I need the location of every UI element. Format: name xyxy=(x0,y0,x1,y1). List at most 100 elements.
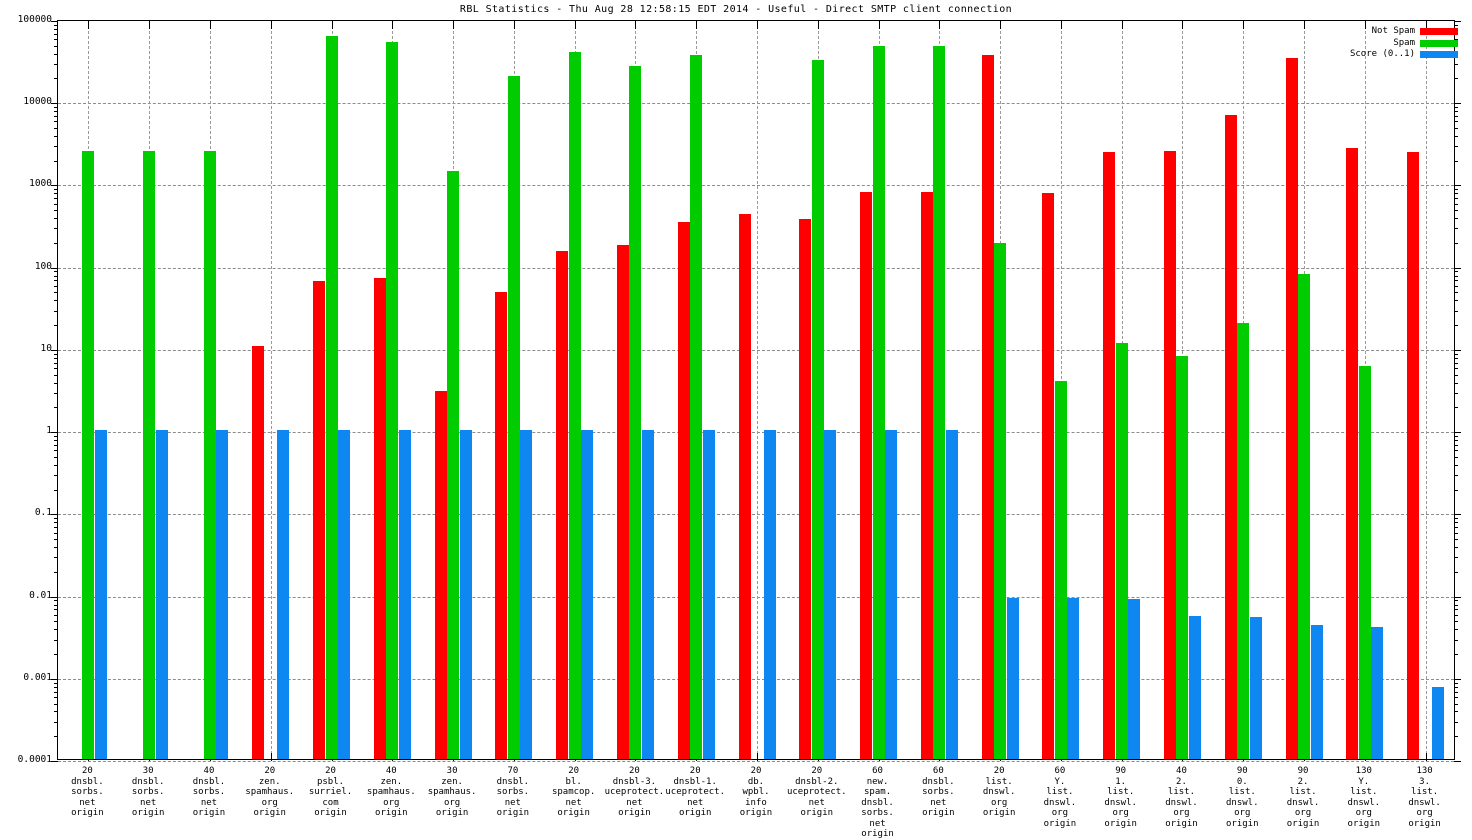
y-axis-minor-tick xyxy=(1454,280,1458,282)
gridline-horizontal xyxy=(58,432,1454,434)
y-axis-minor-tick xyxy=(54,53,58,55)
y-axis-minor-tick xyxy=(54,280,58,282)
y-axis-minor-tick xyxy=(1454,456,1458,458)
y-axis-tick xyxy=(1454,514,1461,516)
x-axis-tick xyxy=(879,21,880,29)
x-axis-tick-label: 40 2. list. dnswl. org origin xyxy=(1165,766,1198,829)
legend-swatch xyxy=(1420,39,1458,47)
y-axis-minor-tick xyxy=(54,285,58,287)
y-axis-minor-tick xyxy=(1454,285,1458,287)
y-axis-minor-tick xyxy=(1454,604,1458,606)
y-axis-minor-tick xyxy=(54,39,58,41)
gridline-horizontal xyxy=(58,761,1454,762)
bar-spam xyxy=(994,242,1007,759)
x-axis-tick-label: 20 bl. spamcop. net origin xyxy=(551,766,596,818)
x-axis-tick xyxy=(635,21,636,29)
bar-not-spam xyxy=(799,218,812,759)
y-axis-minor-tick xyxy=(54,518,58,520)
y-axis-minor-tick xyxy=(1454,518,1458,520)
gridline-vertical xyxy=(271,21,272,759)
x-axis-tick-label: 30 zen. spamhaus. org origin xyxy=(427,766,477,818)
bar-score xyxy=(94,430,107,759)
y-axis-minor-tick xyxy=(1454,691,1458,693)
y-axis-minor-tick xyxy=(1454,532,1458,534)
y-axis-minor-tick xyxy=(1454,600,1458,602)
y-axis-minor-tick xyxy=(54,271,58,273)
bar-spam xyxy=(629,65,642,759)
bar-score xyxy=(1067,597,1080,759)
x-axis-tick xyxy=(757,753,758,761)
y-axis-minor-tick xyxy=(54,111,58,113)
y-axis-tick xyxy=(51,103,58,105)
bar-score xyxy=(885,430,898,759)
y-axis-minor-tick xyxy=(1454,111,1458,113)
bar-score xyxy=(1128,599,1141,759)
y-axis-minor-tick xyxy=(54,78,58,80)
bar-spam xyxy=(507,76,520,759)
y-axis-minor-tick xyxy=(54,382,58,384)
y-axis-minor-tick xyxy=(54,604,58,606)
y-axis-minor-tick xyxy=(1454,703,1458,705)
y-axis-minor-tick xyxy=(1454,682,1458,684)
bar-score xyxy=(1249,616,1262,759)
bar-score xyxy=(1371,627,1384,759)
y-axis-minor-tick xyxy=(1454,115,1458,117)
x-axis-tick-label: 30 dnsbl. sorbs. net origin xyxy=(131,766,165,818)
y-axis-minor-tick xyxy=(1454,435,1458,437)
gridline-horizontal xyxy=(58,103,1454,105)
y-axis-minor-tick xyxy=(54,228,58,230)
y-axis-minor-tick xyxy=(1454,721,1458,723)
bar-spam xyxy=(82,150,95,759)
legend-item: Score (0..1) xyxy=(1350,49,1458,61)
legend-item: Spam xyxy=(1350,38,1458,50)
x-axis-tick-label: 40 dnsbl. sorbs. net origin xyxy=(192,766,226,818)
y-axis-minor-tick xyxy=(54,33,58,35)
bar-not-spam xyxy=(981,55,994,759)
y-axis-tick-label: 1000 xyxy=(29,178,52,190)
y-axis-tick xyxy=(1454,185,1461,187)
x-axis-tick xyxy=(1426,753,1427,761)
bar-score xyxy=(520,430,533,759)
x-axis-tick xyxy=(1304,21,1305,29)
y-axis-minor-tick xyxy=(1454,382,1458,384)
y-axis-minor-tick xyxy=(1454,242,1458,244)
y-axis-minor-tick xyxy=(54,527,58,529)
x-axis-tick-label: 130 3. list. dnswl. org origin xyxy=(1408,766,1441,829)
y-axis-minor-tick xyxy=(1454,475,1458,477)
y-axis-minor-tick xyxy=(54,571,58,573)
y-axis-minor-tick xyxy=(1454,374,1458,376)
y-axis-minor-tick xyxy=(54,146,58,148)
bar-spam xyxy=(872,45,885,759)
y-axis-minor-tick xyxy=(1454,121,1458,123)
y-axis-tick-label: 0.01 xyxy=(29,589,52,601)
y-axis-minor-tick xyxy=(54,242,58,244)
x-axis-tick-label: 60 new. spam. dnsbl. sorbs. net origin xyxy=(861,766,894,839)
gridline-horizontal xyxy=(58,514,1454,516)
x-axis-tick xyxy=(149,21,150,29)
plot-area xyxy=(51,20,1461,762)
bar-spam xyxy=(325,36,338,759)
y-axis-tick xyxy=(1454,432,1461,434)
y-axis-minor-tick xyxy=(54,489,58,491)
bar-spam xyxy=(203,150,216,759)
y-axis-minor-tick xyxy=(1454,736,1458,738)
bar-score xyxy=(641,430,654,759)
y-axis-minor-tick xyxy=(54,218,58,220)
y-axis-minor-tick xyxy=(54,686,58,688)
y-axis-tick xyxy=(1454,21,1461,22)
y-axis-minor-tick xyxy=(1454,198,1458,200)
y-axis-tick xyxy=(1454,596,1461,598)
x-axis-tick xyxy=(88,21,89,29)
legend-item: Not Spam xyxy=(1350,26,1458,38)
y-axis-minor-tick xyxy=(54,435,58,437)
y-axis-minor-tick xyxy=(1454,203,1458,205)
y-axis-tick-label: 1 xyxy=(46,425,52,437)
bar-score xyxy=(398,430,411,759)
y-axis-minor-tick xyxy=(1454,522,1458,524)
bar-spam xyxy=(933,45,946,759)
y-axis-minor-tick xyxy=(54,127,58,129)
y-axis-tick-label: 10 xyxy=(40,342,52,354)
gridline-horizontal xyxy=(58,185,1454,187)
y-axis-minor-tick xyxy=(54,600,58,602)
bar-score xyxy=(1310,624,1323,759)
